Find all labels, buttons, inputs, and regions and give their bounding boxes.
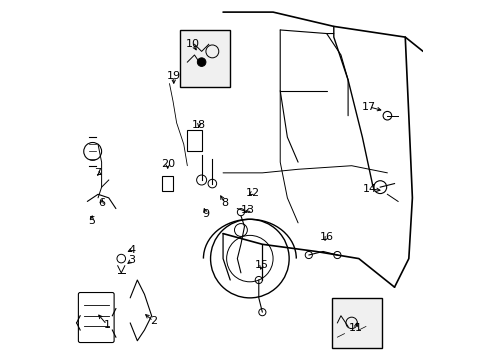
FancyBboxPatch shape	[78, 293, 114, 342]
Text: 19: 19	[166, 71, 181, 81]
Bar	[162, 176, 173, 191]
Bar	[187, 130, 201, 152]
Text: 20: 20	[160, 159, 174, 169]
Text: 2: 2	[149, 316, 157, 326]
Text: 3: 3	[128, 255, 135, 265]
Text: 7: 7	[94, 168, 102, 178]
Text: 8: 8	[221, 198, 228, 208]
Text: 10: 10	[185, 39, 199, 49]
Text: 1: 1	[103, 320, 110, 330]
Circle shape	[197, 58, 205, 66]
Text: 6: 6	[98, 198, 105, 208]
Text: 12: 12	[245, 188, 259, 198]
Bar	[180, 30, 230, 87]
Text: 17: 17	[361, 102, 375, 112]
Text: 14: 14	[363, 184, 377, 194]
Text: 5: 5	[88, 216, 95, 226]
Text: 16: 16	[319, 232, 333, 242]
Text: 11: 11	[348, 323, 362, 333]
Text: 4: 4	[128, 245, 135, 255]
Text: 18: 18	[192, 120, 206, 130]
Text: 13: 13	[241, 205, 255, 215]
Text: 9: 9	[202, 209, 209, 219]
Text: 15: 15	[254, 260, 268, 270]
Bar	[331, 298, 381, 348]
